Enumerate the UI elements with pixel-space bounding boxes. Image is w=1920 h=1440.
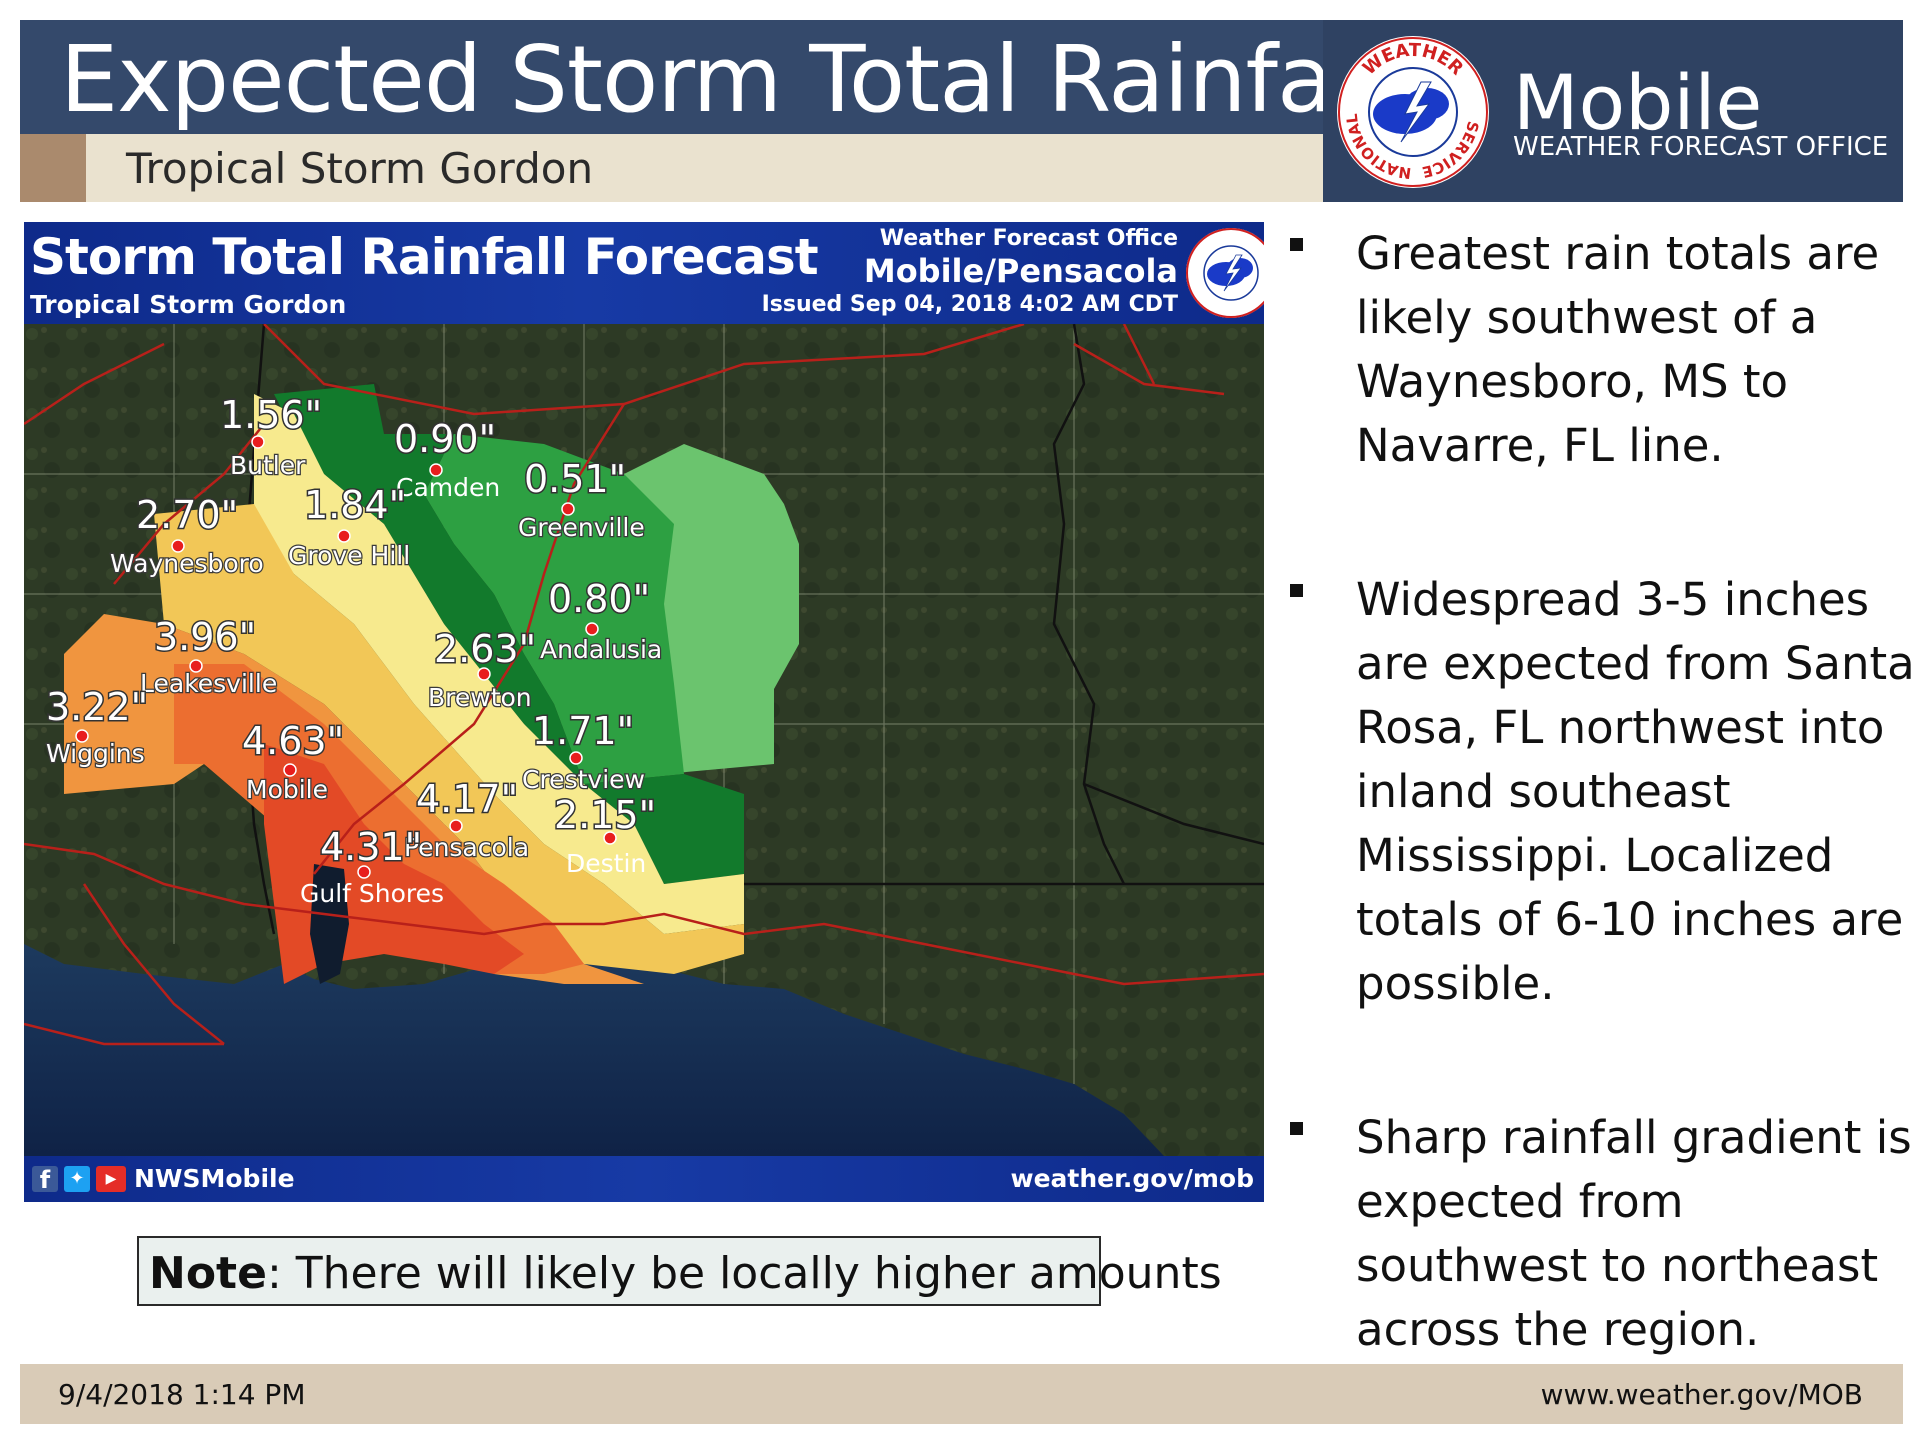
city-dot-leakesville [189, 659, 203, 673]
city-label-waynesboro: Waynesboro [110, 549, 264, 578]
map-subtitle: Tropical Storm Gordon [30, 290, 347, 319]
amount-wiggins: 3.22" [46, 685, 148, 729]
header-title-bar: Expected Storm Total Rainfall [20, 20, 1382, 134]
amount-andalusia: 0.80" [548, 577, 650, 621]
city-dot-pensacola [449, 819, 463, 833]
city-label-gulf-shores: Gulf Shores [300, 879, 444, 908]
amount-leakesville: 3.96" [154, 615, 256, 659]
bullet-marker-icon [1290, 584, 1303, 597]
city-dot-mobile [283, 763, 297, 777]
city-label-brewton: Brewton [428, 683, 532, 712]
band-orange-red [174, 664, 584, 974]
band-yellow [154, 504, 744, 974]
city-label-pensacola: Pensacola [404, 833, 529, 862]
city-label-andalusia: Andalusia [540, 635, 662, 664]
map-title: Storm Total Rainfall Forecast [30, 228, 819, 286]
mobile-bay-overlay [310, 864, 349, 984]
city-dot-butler [251, 435, 265, 449]
subtitle-accent-swatch [20, 134, 86, 202]
city-label-greenville: Greenville [518, 513, 645, 542]
city-dot-camden [429, 463, 443, 477]
bullet-text: Widespread 3-5 inches are expected from … [1356, 573, 1915, 1010]
city-label-camden: Camden [396, 473, 500, 502]
city-dot-crestview [569, 751, 583, 765]
city-label-mobile: Mobile [246, 775, 328, 804]
city-dot-wiggins [75, 729, 89, 743]
city-label-wiggins: Wiggins [46, 739, 145, 768]
bullet-marker-icon [1290, 1122, 1303, 1135]
social-handle: NWSMobile [134, 1164, 295, 1193]
city-label-butler: Butler [230, 451, 306, 480]
map-office-label: Weather Forecast Office [879, 226, 1178, 251]
rainfall-amounts: 1.56" 0.90" 0.51" 2.70" 1.84" 0.80" 3.96… [45, 392, 658, 871]
map-office-name: Mobile/Pensacola [863, 252, 1178, 290]
band-mid-green [424, 434, 684, 784]
office-subtitle: WEATHER FORECAST OFFICE [1513, 132, 1889, 162]
city-markers [75, 435, 617, 879]
amount-camden: 0.90" [394, 417, 496, 461]
note-label: Note [149, 1248, 267, 1299]
city-dot-gulf-shores [357, 865, 371, 879]
bullet-text: Sharp rainfall gradient is expected from… [1356, 1111, 1912, 1356]
footer-website-link[interactable]: www.weather.gov/MOB [1540, 1378, 1863, 1411]
twitter-icon[interactable]: ✦ [64, 1166, 90, 1192]
amount-crestview: 1.71" [532, 709, 634, 753]
footer-date: 9/4/2018 1:14 PM [58, 1378, 306, 1411]
note-text: Note: There will likely be locally highe… [149, 1248, 1222, 1299]
band-dark-green [274, 384, 744, 884]
gulf-of-mexico [24, 944, 1164, 1156]
office-banner: WEATHER NATIONAL SERVICE Mobile WEATHER … [1323, 20, 1903, 202]
city-dot-andalusia [585, 622, 599, 636]
amount-greenville: 0.51" [524, 457, 626, 501]
header-subtitle-bar: Tropical Storm Gordon [20, 134, 1323, 202]
amount-brewton: 2.63" [434, 627, 536, 671]
city-dot-brewton [477, 667, 491, 681]
bullet-text: Greatest rain totals are likely southwes… [1356, 227, 1880, 472]
nws-logo-small-icon [1186, 228, 1264, 318]
amount-gulf-shores: 4.31" [320, 825, 422, 869]
page-subtitle: Tropical Storm Gordon [126, 144, 594, 193]
nws-logo-icon: WEATHER NATIONAL SERVICE [1337, 36, 1489, 188]
amount-waynesboro: 2.70" [136, 493, 238, 537]
map-footer-bar: f ✦ ▶ NWSMobile weather.gov/mob [24, 1156, 1264, 1202]
amount-pensacola: 4.17" [416, 777, 518, 821]
page-title: Expected Storm Total Rainfall [60, 26, 1382, 133]
amount-mobile: 4.63" [242, 719, 344, 763]
rainfall-map-panel: Storm Total Rainfall Forecast Tropical S… [24, 222, 1264, 1202]
city-label-crestview: Crestview [522, 765, 645, 794]
facebook-icon[interactable]: f [32, 1166, 58, 1194]
amount-grove-hill: 1.84" [304, 483, 406, 527]
band-yellow-light [254, 394, 744, 934]
city-label-destin: Destin [566, 849, 646, 878]
city-dot-greenville [561, 502, 575, 516]
city-labels: Butler Camden Greenville Waynesboro Grov… [45, 450, 664, 908]
rainfall-map: Butler Camden Greenville Waynesboro Grov… [24, 324, 1264, 1156]
highways [24, 324, 1264, 1046]
city-dot-destin [603, 831, 617, 845]
map-website-link[interactable]: weather.gov/mob [1010, 1164, 1254, 1193]
page-footer: 9/4/2018 1:14 PM www.weather.gov/MOB [20, 1364, 1903, 1424]
amount-destin: 2.15" [554, 793, 656, 837]
city-dot-grove-hill [337, 529, 351, 543]
city-dot-waynesboro [171, 539, 185, 553]
note-body: : There will likely be locally higher am… [266, 1248, 1222, 1299]
note-box: Note: There will likely be locally highe… [137, 1236, 1222, 1306]
office-name: Mobile [1513, 58, 1763, 147]
city-label-leakesville: Leakesville [140, 669, 277, 698]
youtube-icon[interactable]: ▶ [96, 1166, 126, 1192]
city-label-grove-hill: Grove Hill [288, 541, 410, 570]
amount-butler: 1.56" [220, 393, 322, 437]
bullet-marker-icon [1290, 238, 1303, 251]
map-issued-time: Issued Sep 04, 2018 4:02 AM CDT [761, 292, 1178, 317]
map-title-bar: Storm Total Rainfall Forecast Tropical S… [24, 222, 1264, 324]
